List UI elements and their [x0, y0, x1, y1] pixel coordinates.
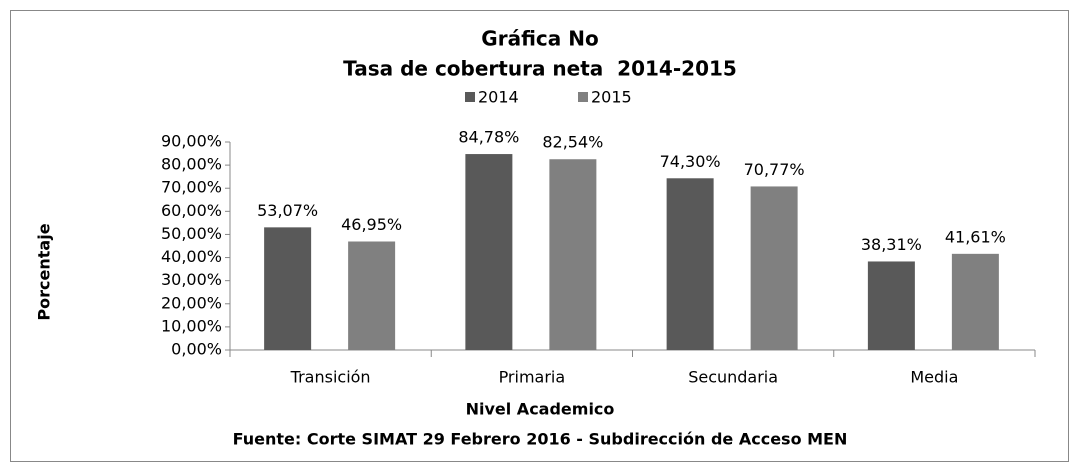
data-label: 53,07% — [257, 201, 318, 220]
legend-label: 2015 — [591, 88, 632, 107]
bar — [264, 227, 312, 350]
y-tick-label: 40,00% — [161, 247, 222, 266]
x-tick-label: Primaria — [499, 368, 566, 387]
x-axis-label: Nivel Academico — [466, 400, 615, 419]
y-tick-label: 30,00% — [161, 270, 222, 289]
chart-subtitle: Tasa de cobertura neta 2014-2015 — [343, 57, 737, 81]
data-label: 84,78% — [458, 128, 519, 147]
x-tick-label: Transición — [290, 368, 371, 387]
data-label: 38,31% — [861, 235, 922, 254]
y-tick-label: 60,00% — [161, 201, 222, 220]
legend-label: 2014 — [478, 88, 519, 107]
bar — [750, 186, 798, 350]
chart-title: Gráfica No — [481, 27, 598, 51]
y-tick-label: 80,00% — [161, 155, 222, 174]
data-label: 82,54% — [542, 133, 603, 152]
x-tick-label: Secundaria — [688, 368, 778, 387]
chart-border — [10, 10, 1069, 462]
data-label: 74,30% — [660, 152, 721, 171]
legend-swatch — [465, 92, 475, 102]
y-tick-label: 70,00% — [161, 178, 222, 197]
bar — [951, 253, 999, 350]
x-tick-label: Media — [910, 368, 958, 387]
y-tick-label: 90,00% — [161, 132, 222, 151]
y-tick-label: 50,00% — [161, 224, 222, 243]
bar — [867, 261, 915, 350]
bar — [348, 241, 396, 350]
data-label: 70,77% — [744, 160, 805, 179]
bar — [666, 178, 714, 350]
y-tick-label: 10,00% — [161, 316, 222, 335]
y-tick-label: 20,00% — [161, 293, 222, 312]
bar — [465, 154, 513, 350]
bar — [549, 159, 597, 350]
y-tick-label: 0,00% — [171, 340, 222, 359]
y-axis-label: Porcentaje — [35, 223, 54, 320]
source: Fuente: Corte SIMAT 29 Febrero 2016 - Su… — [233, 430, 848, 449]
data-label: 41,61% — [945, 227, 1006, 246]
data-label: 46,95% — [341, 215, 402, 234]
legend-swatch — [578, 92, 588, 102]
